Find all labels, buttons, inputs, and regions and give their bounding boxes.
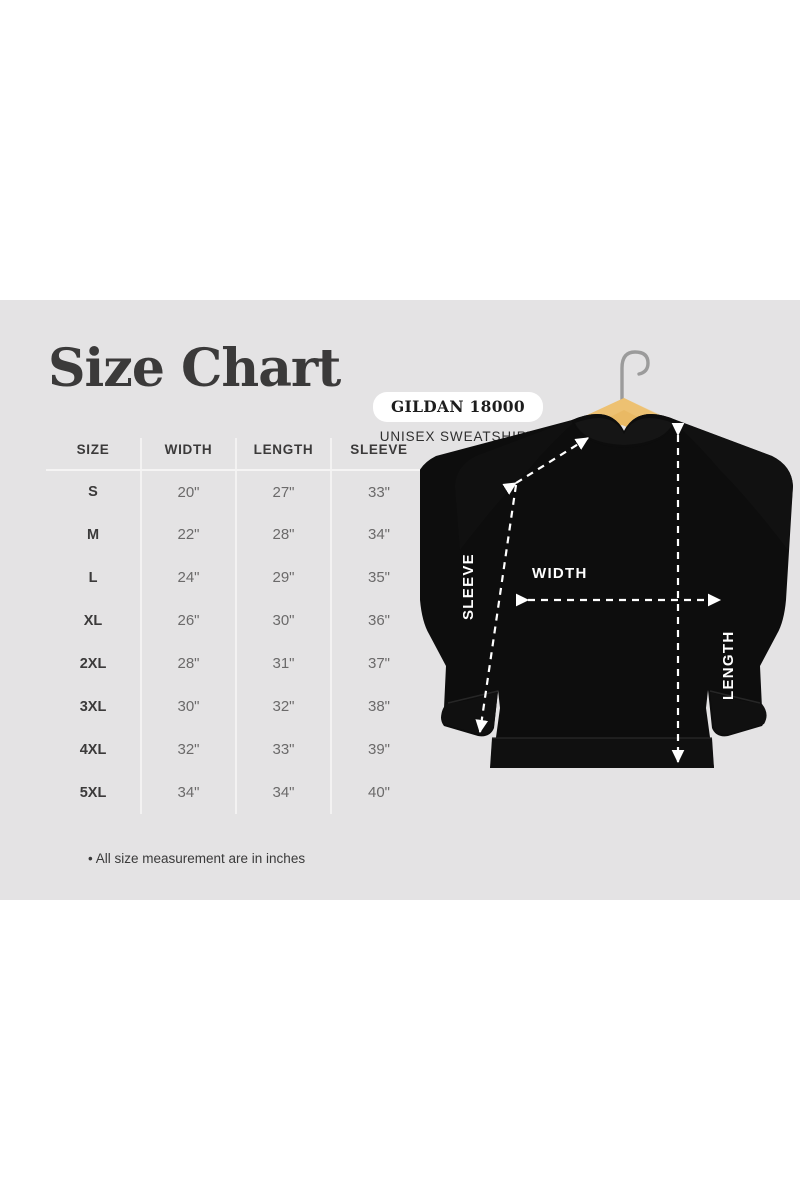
cell-size: 4XL [79,741,107,758]
cell-size: 3XL [79,698,107,715]
table-row: 2XL 28" 31" 37" [46,642,426,685]
cell-length: 30" [235,599,331,642]
table-header-row: SIZE WIDTH LENGTH SLEEVE [46,438,426,471]
size-measurement-table: SIZE WIDTH LENGTH SLEEVE S 20" 27" 33" M… [46,438,426,814]
cell-length: 32" [235,685,331,728]
width-label: WIDTH [532,565,588,582]
cell-length: 34" [235,771,331,814]
cell-size: M [86,526,100,543]
cell-width: 24" [140,556,236,599]
table-row: 4XL 32" 33" 39" [46,728,426,771]
header-block: Size Chart GILDAN 18000 UNISEX SWEATSHIR… [48,338,543,444]
column-header-width: WIDTH [140,438,236,471]
cell-length: 27" [235,470,331,513]
cell-size: 2XL [79,655,107,672]
cell-width: 22" [140,513,236,556]
cell-size: 5XL [79,784,107,801]
cell-size: S [88,484,98,500]
sweatshirt-svg [420,350,793,768]
cell-size: L [88,569,98,586]
cell-width: 28" [140,642,236,685]
sleeve-label: SLEEVE [460,553,477,620]
column-header-size: SIZE [46,438,141,471]
cell-size: XL [83,612,103,629]
size-chart-panel: Size Chart GILDAN 18000 UNISEX SWEATSHIR… [0,300,800,900]
table-row: S 20" 27" 33" [46,470,426,513]
table-row: M 22" 28" 34" [46,513,426,556]
table-row: XL 26" 30" 36" [46,599,426,642]
measurement-unit-note: • All size measurement are in inches [88,851,306,866]
cell-sleeve: 33" [330,470,426,513]
cell-length: 31" [235,642,331,685]
cell-length: 29" [235,556,331,599]
cell-length: 28" [235,513,331,556]
cell-width: 26" [140,599,236,642]
cell-width: 32" [140,728,236,771]
cell-sleeve: 39" [330,728,426,771]
cell-length: 33" [235,728,331,771]
column-header-length: LENGTH [235,438,331,471]
cell-sleeve: 38" [330,685,426,728]
cell-sleeve: 35" [330,556,426,599]
cell-width: 30" [140,685,236,728]
cell-width: 34" [140,771,236,814]
cell-sleeve: 34" [330,513,426,556]
length-label: LENGTH [720,630,737,700]
cell-sleeve: 36" [330,599,426,642]
sweatshirt-illustration: WIDTH SLEEVE LENGTH [420,300,800,900]
cell-sleeve: 40" [330,771,426,814]
cell-width: 20" [140,470,236,513]
hanger-hook-icon [620,350,650,402]
table-row: 5XL 34" 34" 40" [46,771,426,814]
sleeve-measure-arrow [475,437,589,734]
page-title: Size Chart [48,338,341,399]
table-row: L 24" 29" 35" [46,556,426,599]
table-row: 3XL 30" 32" 38" [46,685,426,728]
cell-sleeve: 37" [330,642,426,685]
column-header-sleeve: SLEEVE [330,438,426,471]
brand-badge: GILDAN 18000 [373,392,543,422]
